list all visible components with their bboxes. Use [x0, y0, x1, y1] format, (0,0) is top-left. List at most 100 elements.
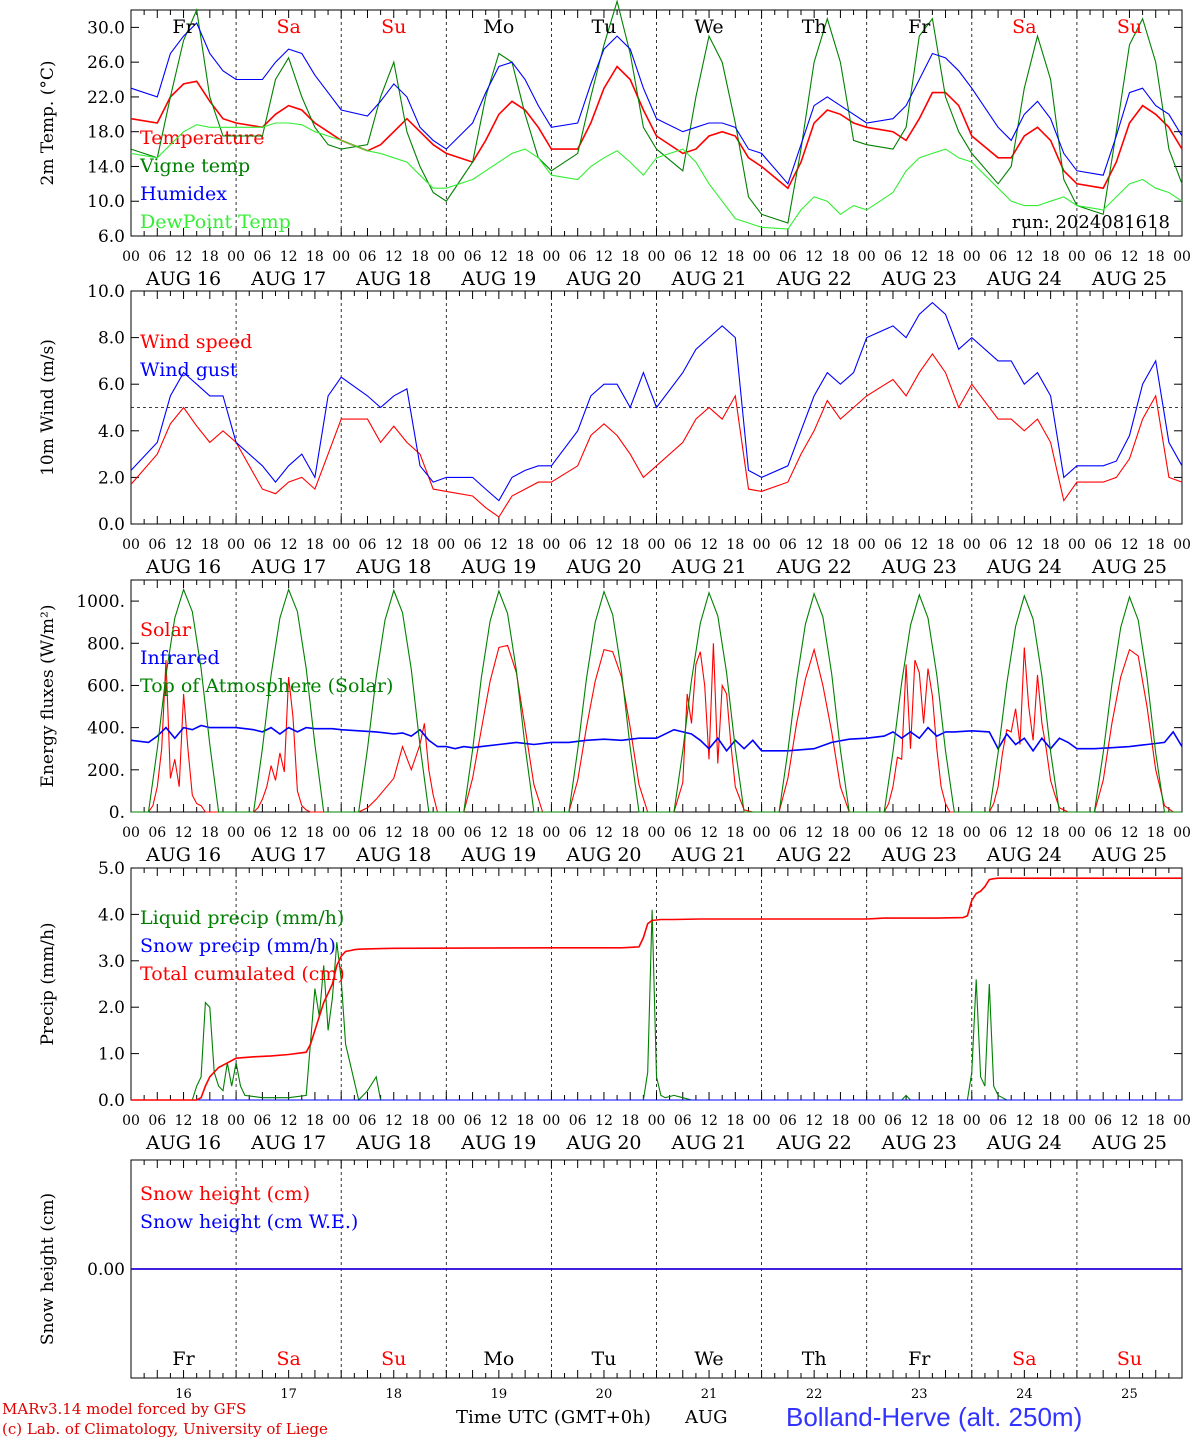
y-tick-label: 200.	[87, 761, 125, 781]
hour-tick-label: 00	[1173, 825, 1191, 841]
date-label: AUG 16	[145, 268, 221, 290]
hour-tick-label: 06	[253, 1113, 271, 1129]
model-note: MARv3.14 model forced by GFS	[2, 1400, 247, 1418]
date-label: AUG 22	[776, 844, 852, 866]
hour-tick-label: 00	[227, 825, 245, 841]
hour-tick-label: 12	[805, 249, 823, 265]
hour-tick-label: 06	[674, 1113, 692, 1129]
hour-tick-label: 18	[411, 249, 429, 265]
hour-tick-label: 18	[516, 249, 534, 265]
hour-tick-label: 18	[937, 537, 955, 553]
y-tick-label: 0.00	[87, 1260, 125, 1280]
hour-tick-label: 00	[753, 537, 771, 553]
day-number-label: 17	[280, 1387, 297, 1402]
hour-tick-label: 00	[332, 249, 350, 265]
series-line-dewpoint-temp	[130, 122, 1183, 230]
hour-tick-label: 06	[884, 249, 902, 265]
hour-tick-label: 06	[148, 537, 166, 553]
hour-tick-label: 12	[280, 825, 298, 841]
hour-tick-label: 00	[648, 249, 666, 265]
hour-tick-label: 12	[490, 825, 508, 841]
hour-tick-label: 18	[516, 825, 534, 841]
y-tick-label: 8.0	[98, 329, 125, 349]
hour-tick-label: 06	[569, 1113, 587, 1129]
date-label: AUG 21	[670, 556, 746, 578]
hour-tick-label: 18	[726, 537, 744, 553]
hour-tick-label: 00	[122, 825, 140, 841]
hour-tick-label: 18	[1042, 1113, 1060, 1129]
hour-tick-label: 18	[201, 825, 219, 841]
hour-tick-label: 00	[122, 249, 140, 265]
hour-tick-label: 00	[858, 537, 876, 553]
legend-entry: Solar	[140, 619, 192, 641]
hour-tick-label: 00	[122, 1113, 140, 1129]
hour-tick-label: 18	[411, 825, 429, 841]
series-line-temperature	[130, 65, 1183, 190]
hour-tick-label: 12	[1015, 249, 1033, 265]
weekday-label: Su	[1117, 1348, 1142, 1370]
legend-entry: Temperature	[140, 127, 264, 149]
date-label: AUG 24	[986, 844, 1062, 866]
series-line-wind-speed	[130, 352, 1183, 518]
series-line-solar	[131, 643, 1182, 813]
hour-tick-label: 12	[805, 537, 823, 553]
y-tick-label: 26.0	[87, 53, 125, 73]
hour-tick-label: 18	[937, 249, 955, 265]
y-tick-label: 0.0	[98, 1091, 125, 1111]
date-label: AUG 24	[986, 556, 1062, 578]
hour-tick-label: 00	[227, 1113, 245, 1129]
hour-tick-label: 18	[306, 249, 324, 265]
hour-tick-label: 06	[1094, 537, 1112, 553]
y-tick-label: 18.0	[87, 123, 125, 143]
series-line-total-cumulated-cm-	[131, 877, 1182, 1101]
hour-tick-label: 12	[700, 1113, 718, 1129]
date-label: AUG 24	[986, 1132, 1062, 1154]
date-label: AUG 22	[776, 1132, 852, 1154]
date-label: AUG 17	[250, 556, 326, 578]
hour-tick-label: 18	[201, 1113, 219, 1129]
hour-tick-label: 12	[700, 249, 718, 265]
day-number-label: 18	[385, 1387, 402, 1402]
hour-tick-label: 18	[832, 1113, 850, 1129]
hour-tick-label: 06	[464, 537, 482, 553]
hour-tick-label: 06	[1094, 825, 1112, 841]
y-tick-label: 600.	[87, 676, 125, 696]
hour-tick-label: 00	[1173, 1113, 1191, 1129]
hour-tick-label: 18	[726, 249, 744, 265]
date-label: AUG 25	[1091, 1132, 1167, 1154]
y-tick-label: 0.0	[98, 515, 125, 535]
hour-tick-label: 06	[884, 1113, 902, 1129]
series-line-infrared	[130, 724, 1183, 753]
hour-tick-label: 00	[227, 249, 245, 265]
y-tick-label: 2.0	[98, 468, 125, 488]
hour-tick-label: 00	[1068, 825, 1086, 841]
hour-tick-label: 00	[1173, 249, 1191, 265]
hour-tick-label: 06	[779, 537, 797, 553]
hour-tick-label: 12	[1121, 1113, 1139, 1129]
hour-tick-label: 12	[1121, 249, 1139, 265]
hour-tick-label: 12	[910, 1113, 928, 1129]
weekday-label: Su	[1117, 16, 1142, 38]
hour-tick-label: 00	[1068, 249, 1086, 265]
hour-tick-label: 06	[253, 537, 271, 553]
hour-tick-label: 12	[280, 249, 298, 265]
hour-tick-label: 18	[1147, 537, 1165, 553]
legend-entry: Infrared	[140, 647, 220, 669]
hour-tick-label: 06	[148, 1113, 166, 1129]
date-label: AUG 23	[881, 1132, 957, 1154]
y-tick-label: 4.0	[98, 422, 125, 442]
y-tick-label: 1000.	[76, 592, 125, 612]
hour-tick-label: 18	[937, 1113, 955, 1129]
series-line-liquid-precip-mm-h-	[131, 909, 1182, 1102]
date-label: AUG 19	[460, 556, 536, 578]
hour-tick-label: 18	[621, 537, 639, 553]
hour-tick-label: 00	[227, 537, 245, 553]
hour-tick-label: 00	[332, 825, 350, 841]
weekday-label: Tu	[591, 1348, 616, 1370]
hour-tick-label: 18	[1042, 537, 1060, 553]
date-label: AUG 20	[565, 556, 641, 578]
y-tick-label: 400.	[87, 719, 125, 739]
y-tick-label: 3.0	[98, 952, 125, 972]
hour-tick-label: 06	[779, 825, 797, 841]
hour-tick-label: 12	[1121, 537, 1139, 553]
